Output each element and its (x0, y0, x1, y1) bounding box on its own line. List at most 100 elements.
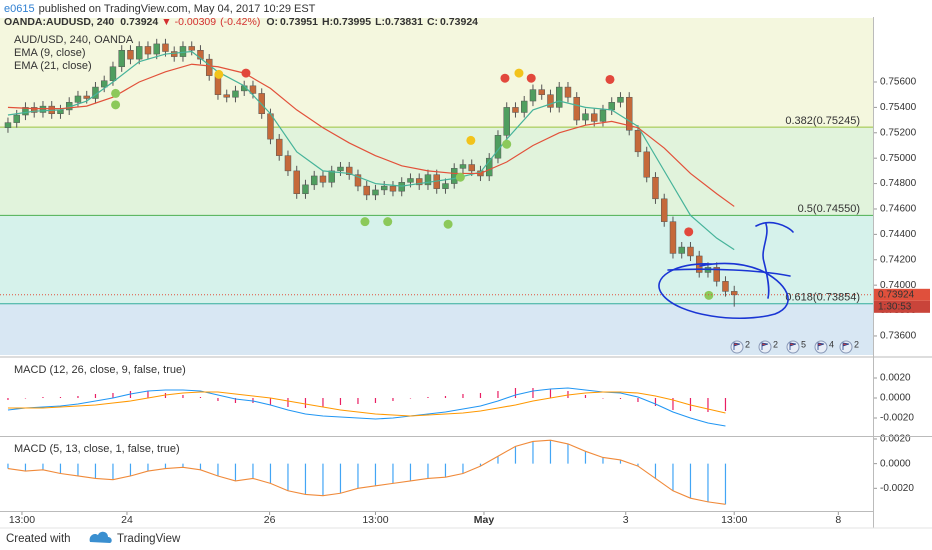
candle-body (538, 89, 545, 95)
footer-logo[interactable] (89, 531, 112, 543)
histogram-bar (409, 398, 412, 399)
histogram-bar (707, 398, 709, 412)
candle-body (442, 183, 449, 189)
histogram-bar (724, 463, 727, 505)
candle-body (608, 102, 615, 111)
histogram-bar (234, 463, 237, 481)
legend-entry: EMA (21, close) (14, 60, 92, 72)
candle-body (337, 166, 344, 172)
histogram-bar (77, 463, 79, 476)
candle-body (302, 184, 309, 194)
signal-dot (383, 217, 393, 227)
histogram-bar (77, 396, 79, 398)
x-tick-label: 13:00 (721, 514, 747, 526)
event-flag[interactable]: 2 (839, 339, 859, 354)
last-price-label: 0.73924 (878, 289, 915, 300)
candle-body (555, 86, 563, 108)
fib-label: 0.382(0.75245) (785, 115, 860, 127)
signal-dot (526, 73, 536, 83)
candle-body (713, 267, 720, 282)
event-count: 2 (773, 339, 778, 349)
signal-dot (360, 217, 370, 227)
event-icon (786, 340, 800, 354)
annotation-stem (762, 223, 770, 299)
fib-zone (0, 303, 873, 355)
candle-body (293, 170, 300, 194)
candle-body (39, 105, 47, 113)
signal-dot (502, 139, 512, 149)
histogram-bar (357, 463, 359, 489)
signal-dot (684, 227, 694, 237)
open-label: O: (266, 16, 278, 28)
y-tick-label: 0.75400 (880, 102, 917, 113)
histogram-bar (164, 463, 167, 469)
signal-dot (214, 69, 224, 79)
signal-dot (466, 135, 476, 145)
histogram-bar (462, 394, 464, 398)
event-count: 4 (829, 339, 834, 349)
histogram-bar (339, 463, 342, 494)
candle-body (74, 95, 82, 103)
pane-marks (0, 38, 873, 307)
candle-body (249, 85, 257, 94)
candle-body (547, 94, 554, 108)
event-flag-shape (817, 342, 825, 350)
author[interactable]: e0615 (4, 3, 35, 15)
candle-body (590, 113, 598, 122)
histogram-bar (549, 440, 552, 464)
annotation-hook (755, 221, 794, 233)
event-flag[interactable]: 4 (814, 339, 834, 354)
candle-body (118, 50, 125, 68)
pane-background (0, 437, 873, 511)
histogram-bar (59, 463, 62, 474)
symbol: OANDA:AUDUSD, 240 (4, 16, 114, 28)
histogram-bar (322, 463, 324, 496)
histogram-bar (287, 463, 289, 491)
high-label: H: (322, 16, 333, 28)
event-flag-shape (761, 342, 769, 350)
y-tick-label: 0.73600 (880, 331, 917, 342)
signal-dot (500, 73, 510, 83)
histogram-bar (182, 463, 184, 468)
candle-body (512, 107, 519, 113)
candle-body (109, 66, 117, 81)
histogram-bar (147, 463, 149, 472)
y-tick-label: 0.74000 (880, 280, 917, 291)
fib-zone (0, 18, 873, 128)
histogram-bar (339, 398, 342, 405)
histogram-bar (112, 463, 114, 480)
signal-dot (455, 172, 465, 182)
event-flag[interactable]: 5 (786, 339, 806, 354)
ema-line (7, 50, 735, 251)
histogram-bar (602, 398, 604, 399)
low-label: L: (375, 16, 385, 28)
histogram-bar (637, 463, 639, 467)
histogram-bar (514, 388, 517, 398)
candle-body (284, 155, 292, 172)
candle-body (22, 107, 29, 116)
histogram-bar (94, 463, 97, 479)
candle-body (328, 170, 335, 183)
histogram-bar (304, 463, 307, 495)
y-tick-label: 0.0000 (880, 458, 911, 469)
pane-background (0, 358, 873, 436)
candle-body (660, 198, 668, 222)
histogram-bar (252, 463, 254, 479)
histogram-bar (549, 389, 552, 398)
legend-entry: EMA (9, close) (14, 47, 86, 59)
event-flag-shape (789, 342, 797, 350)
event-flag[interactable]: 2 (730, 339, 750, 354)
annotation-stroke (667, 268, 791, 277)
histogram-bar (707, 463, 709, 502)
candle-body (4, 122, 12, 128)
low-value: 0.73831 (385, 16, 423, 28)
histogram-bar (357, 398, 359, 404)
candle-body (144, 46, 152, 55)
histogram-bar (42, 397, 44, 398)
histogram-bar (584, 395, 587, 398)
event-flag[interactable]: 2 (758, 339, 778, 354)
footer-brand[interactable]: TradingView (117, 533, 181, 545)
y-tick-label: 0.0000 (880, 393, 911, 404)
histogram-bar (637, 398, 639, 402)
